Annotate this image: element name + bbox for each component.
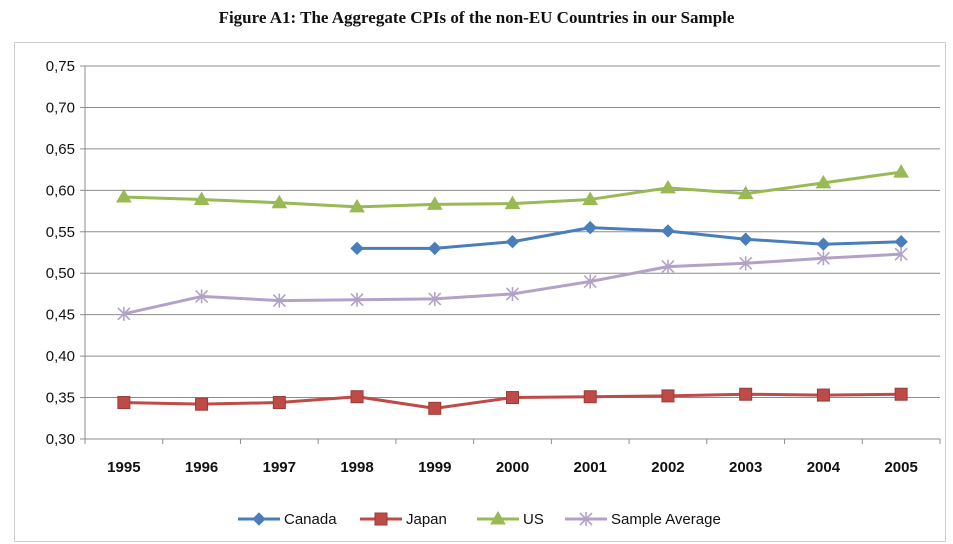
data-point-canada [661,224,675,238]
data-point-sample-average [816,251,830,266]
data-point-japan [661,389,675,403]
data-point-japan [195,397,209,411]
series-line-sample-average [123,252,902,316]
data-point-us [660,179,676,194]
x-tick-label: 2001 [574,459,607,476]
y-tick-label: 0,30 [46,431,75,448]
y-tick-label: 0,55 [46,224,75,241]
data-point-sample-average [195,289,209,304]
legend-marker-us [490,511,506,525]
y-tick-label: 0,45 [46,307,75,324]
y-tick-label: 0,40 [46,348,75,365]
x-tick-label: 1997 [263,459,296,476]
data-point-us [193,191,210,205]
legend-label-japan: Japan [406,511,447,528]
x-tick-label: 2005 [884,459,917,476]
legend-marker-canada [252,512,266,526]
data-point-sample-average [428,291,442,306]
data-point-us [115,188,132,203]
legend-label-us: US [523,511,544,528]
x-tick-label: 2000 [496,459,529,476]
x-tick-label: 1995 [107,459,140,476]
data-point-canada [505,235,520,249]
data-point-japan [506,391,519,405]
legend-label-canada: Canada [284,511,337,528]
data-point-japan [816,388,830,402]
data-point-us [893,164,910,178]
data-point-us [426,196,443,210]
series-line-canada [357,226,902,250]
data-point-canada [894,235,908,249]
data-point-japan [583,390,597,404]
data-point-canada [738,232,753,246]
data-point-us [504,195,521,210]
legend-marker-japan [374,512,388,526]
data-point-sample-average [505,286,520,301]
y-tick-label: 0,75 [46,58,75,75]
data-point-japan [117,396,131,410]
data-point-japan [894,387,908,401]
y-tick-label: 0,35 [46,390,75,407]
data-point-japan [350,390,364,404]
data-point-sample-average [117,306,131,321]
data-point-sample-average [739,256,753,271]
chart-frame [14,42,946,542]
data-point-us [815,174,832,189]
figure-title: Figure A1: The Aggregate CPIs of the non… [218,8,735,27]
legend-label-sample-average: Sample Average [611,511,721,528]
x-tick-label: 2002 [651,459,684,476]
data-point-us [271,194,288,209]
data-point-us [737,185,754,200]
data-point-us [582,191,599,205]
y-tick-label: 0,65 [46,141,75,158]
data-point-japan [272,396,286,410]
x-tick-label: 2003 [729,459,762,476]
data-point-canada [428,241,442,256]
legend-marker-sample-average [579,512,593,526]
data-point-sample-average [583,274,597,289]
x-tick-label: 2004 [807,459,841,476]
y-tick-label: 0,50 [46,265,75,282]
data-point-sample-average [661,259,675,274]
data-point-sample-average [894,247,908,262]
data-point-japan [428,401,442,415]
y-tick-label: 0,70 [46,99,75,116]
x-tick-label: 1996 [185,459,218,476]
data-point-sample-average [350,292,364,307]
data-point-japan [739,387,753,401]
data-point-sample-average [272,293,286,308]
y-tick-label: 0,60 [46,182,75,199]
data-point-canada [350,241,364,256]
data-point-canada [816,237,831,251]
x-tick-label: 1998 [340,459,373,476]
data-point-us [349,198,365,213]
data-point-canada [583,220,597,235]
x-tick-label: 1999 [418,459,451,476]
